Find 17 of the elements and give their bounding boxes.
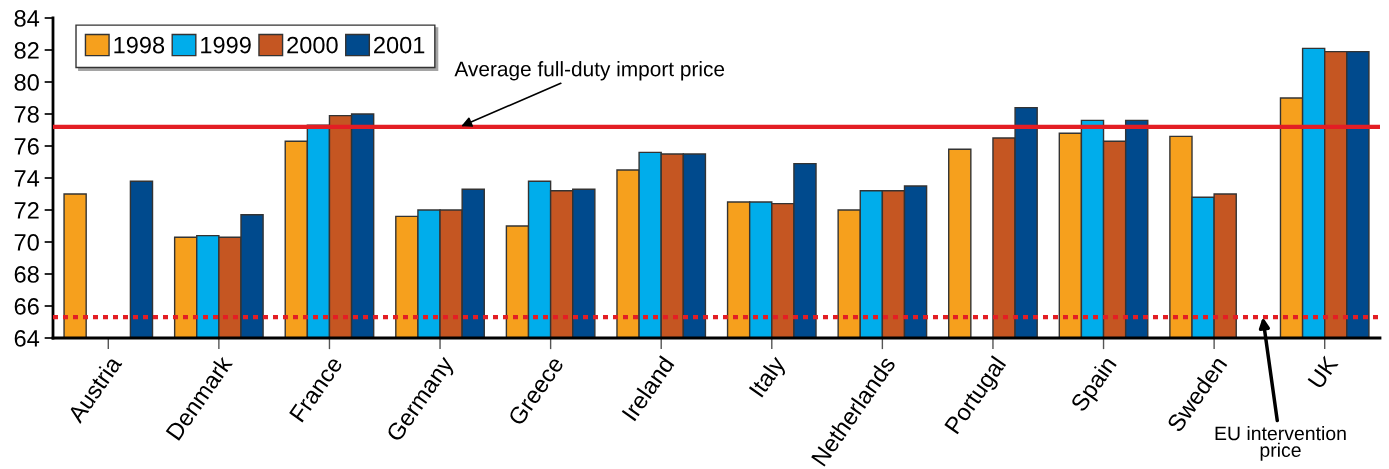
legend-label: 1998 (114, 36, 165, 54)
y-tick-label: 70 (14, 234, 39, 251)
legend-label: 2000 (287, 36, 338, 54)
y-tick-label: 76 (14, 138, 39, 155)
ref-line-label: Average full-duty import price (454, 61, 725, 81)
y-tick-label: 84 (14, 10, 40, 27)
y-tick-label: 68 (14, 266, 39, 283)
legend-label: 2001 (374, 36, 425, 54)
y-tick-label: 72 (14, 202, 39, 219)
y-tick-label: 78 (14, 106, 39, 123)
x-tick-label: UK (1307, 354, 1339, 390)
y-tick-label: 74 (14, 170, 40, 187)
y-tick-label: 66 (14, 298, 39, 315)
y-tick-label: 80 (14, 74, 39, 91)
y-tick-label: 64 (14, 330, 40, 347)
legend-label: 1999 (201, 36, 251, 54)
y-tick-label: 82 (14, 42, 39, 59)
